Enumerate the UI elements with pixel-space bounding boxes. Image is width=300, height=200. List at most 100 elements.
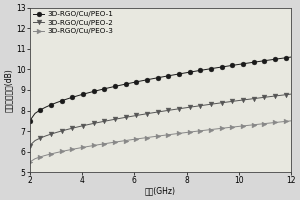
3D-RGO/Cu/PEO-2 [241,99,245,101]
3D-RGO/Cu/PEO-3 [103,143,106,145]
3D-RGO/Cu/PEO-3 [188,131,191,133]
3D-RGO/Cu/PEO-1 [167,75,170,77]
3D-RGO/Cu/PEO-2 [214,102,218,105]
3D-RGO/Cu/PEO-3 [193,130,197,133]
3D-RGO/Cu/PEO-2 [284,94,287,96]
3D-RGO/Cu/PEO-1 [28,120,31,122]
3D-RGO/Cu/PEO-2 [87,123,90,126]
Y-axis label: 电磁屏蔽效能(dB): 电磁屏蔽效能(dB) [4,68,13,112]
3D-RGO/Cu/PEO-1 [220,66,224,68]
3D-RGO/Cu/PEO-2 [156,111,160,113]
3D-RGO/Cu/PEO-2 [81,125,85,127]
3D-RGO/Cu/PEO-1 [118,84,122,86]
3D-RGO/Cu/PEO-2 [167,109,170,112]
3D-RGO/Cu/PEO-3 [183,132,186,134]
3D-RGO/Cu/PEO-3 [172,133,175,135]
3D-RGO/Cu/PEO-3 [161,134,165,137]
3D-RGO/Cu/PEO-3 [241,125,245,127]
3D-RGO/Cu/PEO-1 [33,112,37,115]
3D-RGO/Cu/PEO-2 [33,139,37,142]
3D-RGO/Cu/PEO-1 [209,67,213,70]
3D-RGO/Cu/PEO-3 [268,122,272,124]
3D-RGO/Cu/PEO-1 [87,92,90,94]
3D-RGO/Cu/PEO-3 [135,138,138,140]
3D-RGO/Cu/PEO-3 [273,121,277,124]
3D-RGO/Cu/PEO-3 [87,145,90,148]
3D-RGO/Cu/PEO-3 [108,142,112,144]
3D-RGO/Cu/PEO-2 [199,104,202,107]
3D-RGO/Cu/PEO-2 [97,121,101,124]
3D-RGO/Cu/PEO-3 [257,123,261,125]
3D-RGO/Cu/PEO-2 [108,119,112,121]
3D-RGO/Cu/PEO-2 [76,126,80,128]
3D-RGO/Cu/PEO-3 [113,141,117,143]
3D-RGO/Cu/PEO-1 [124,83,128,85]
3D-RGO/Cu/PEO-1 [225,65,229,67]
3D-RGO/Cu/PEO-1 [108,86,112,89]
3D-RGO/Cu/PEO-1 [161,76,165,78]
3D-RGO/Cu/PEO-3 [118,140,122,143]
3D-RGO/Cu/PEO-2 [55,131,58,134]
3D-RGO/Cu/PEO-3 [284,120,287,123]
Line: 3D-RGO/Cu/PEO-1: 3D-RGO/Cu/PEO-1 [27,55,293,123]
3D-RGO/Cu/PEO-3 [97,143,101,146]
3D-RGO/Cu/PEO-1 [252,61,256,63]
3D-RGO/Cu/PEO-1 [257,60,261,63]
3D-RGO/Cu/PEO-3 [140,137,143,139]
3D-RGO/Cu/PEO-2 [140,113,143,116]
3D-RGO/Cu/PEO-1 [140,80,143,82]
3D-RGO/Cu/PEO-1 [49,104,53,106]
3D-RGO/Cu/PEO-2 [183,107,186,109]
3D-RGO/Cu/PEO-3 [236,125,239,128]
3D-RGO/Cu/PEO-2 [220,102,224,104]
3D-RGO/Cu/PEO-2 [124,116,128,119]
3D-RGO/Cu/PEO-2 [92,122,95,125]
3D-RGO/Cu/PEO-2 [135,114,138,117]
3D-RGO/Cu/PEO-2 [172,108,175,111]
3D-RGO/Cu/PEO-3 [214,128,218,130]
3D-RGO/Cu/PEO-3 [199,130,202,132]
3D-RGO/Cu/PEO-2 [231,100,234,103]
3D-RGO/Cu/PEO-2 [113,118,117,120]
3D-RGO/Cu/PEO-1 [113,85,117,88]
3D-RGO/Cu/PEO-3 [92,144,95,147]
3D-RGO/Cu/PEO-2 [268,95,272,98]
3D-RGO/Cu/PEO-2 [279,94,282,97]
3D-RGO/Cu/PEO-3 [177,132,181,135]
3D-RGO/Cu/PEO-2 [177,108,181,110]
Line: 3D-RGO/Cu/PEO-3: 3D-RGO/Cu/PEO-3 [27,118,293,164]
3D-RGO/Cu/PEO-2 [204,104,208,106]
3D-RGO/Cu/PEO-3 [262,122,266,125]
3D-RGO/Cu/PEO-1 [70,96,74,98]
3D-RGO/Cu/PEO-3 [209,128,213,131]
3D-RGO/Cu/PEO-2 [193,105,197,108]
3D-RGO/Cu/PEO-1 [81,93,85,95]
3D-RGO/Cu/PEO-1 [177,73,181,75]
3D-RGO/Cu/PEO-3 [129,139,133,141]
3D-RGO/Cu/PEO-3 [49,153,53,155]
3D-RGO/Cu/PEO-3 [33,158,37,160]
3D-RGO/Cu/PEO-1 [199,69,202,72]
3D-RGO/Cu/PEO-3 [151,136,154,138]
3D-RGO/Cu/PEO-3 [279,121,282,123]
3D-RGO/Cu/PEO-1 [97,89,101,91]
3D-RGO/Cu/PEO-1 [151,78,154,80]
3D-RGO/Cu/PEO-1 [44,106,47,108]
3D-RGO/Cu/PEO-2 [118,117,122,119]
3D-RGO/Cu/PEO-3 [65,149,69,152]
3D-RGO/Cu/PEO-1 [284,57,287,59]
3D-RGO/Cu/PEO-1 [289,56,293,58]
3D-RGO/Cu/PEO-3 [76,147,80,150]
3D-RGO/Cu/PEO-2 [252,97,256,100]
3D-RGO/Cu/PEO-3 [124,139,128,142]
3D-RGO/Cu/PEO-3 [55,151,58,154]
3D-RGO/Cu/PEO-3 [252,124,256,126]
X-axis label: 频率(GHz): 频率(GHz) [145,187,176,196]
3D-RGO/Cu/PEO-2 [247,98,250,101]
3D-RGO/Cu/PEO-1 [273,58,277,60]
3D-RGO/Cu/PEO-1 [55,101,58,104]
3D-RGO/Cu/PEO-2 [44,135,47,137]
3D-RGO/Cu/PEO-2 [49,133,53,135]
3D-RGO/Cu/PEO-1 [60,100,64,102]
3D-RGO/Cu/PEO-2 [257,97,261,99]
